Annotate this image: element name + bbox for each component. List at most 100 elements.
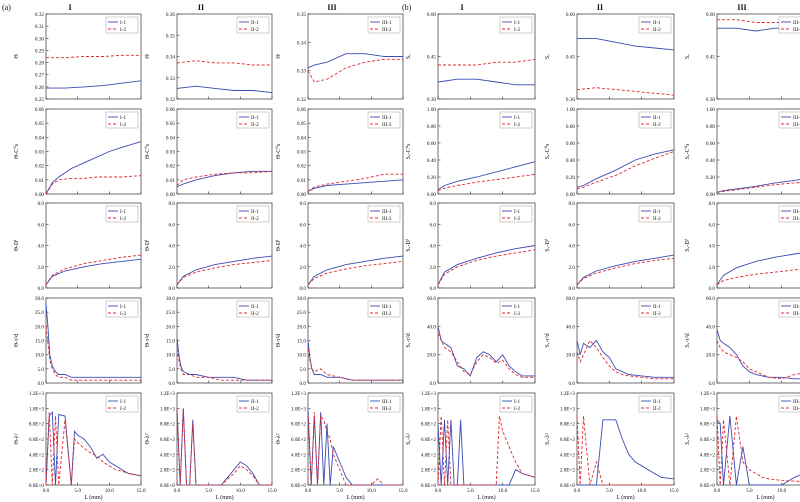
plot-a-r4-c1-legend-label-2: II-2 [251, 406, 259, 412]
plot-a-r4-c1-ytick-label: 6.0E+2 [160, 437, 176, 443]
plot-b-r4-c1-xlabel: L (mm) [616, 494, 634, 501]
plot-a-r3-c2-ytick-label: 25.0 [297, 310, 306, 316]
plot-a-r3-c1-ytick-label: 20.0 [166, 324, 175, 330]
plot-a-r2-c1-legend-label-2: II-2 [251, 216, 259, 222]
plot-a-r1-c1-ytick-label: 0.02 [166, 164, 175, 170]
plot-a-r3-c1-ytick-label: 15.0 [166, 339, 175, 345]
plot-b-r3-c1-ytick-label: 0.0 [569, 381, 576, 387]
plot-a-r4-c0-xtick-label: 5.0 [74, 488, 81, 494]
plot-b-r4-c0-legend-label-1: I-1 [514, 399, 520, 405]
plot-a-r1-c2-ytick-label: 0.00 [297, 192, 306, 198]
plot-b-r2-c2-legend-label-2: III-2 [793, 216, 800, 222]
plot-b-r3-c2-ytick-label: 60.0 [706, 296, 715, 302]
plot-b-r2-c2-ylabel: Sᵥ-Dⁱ [683, 239, 691, 252]
plot-a-r0-c1-series-2 [176, 60, 272, 66]
plot-b-r0-c2-ytick-label: 0.60 [706, 12, 715, 18]
plot-b-r0-c0-legend-label-1: I-1 [514, 20, 520, 26]
plot-a-r3-c0-series-1 [45, 303, 141, 378]
plot-a-r2-c2-frame [307, 202, 404, 289]
plot-a-r4-c1-ytick-label: 4.0E+2 [160, 452, 176, 458]
plot-a-r1-c0-legend-label-2: I-2 [120, 122, 126, 128]
plot-a-r1-c1-ylabel: Θ-C⁰s [144, 143, 151, 159]
plot-b-r1-c1: 0.00 0.20 0.40 0.60 0.80 1.00 Sᵥ-C⁰s II-1II-2 [544, 107, 675, 198]
plot-b-r2-c1-legend-label-1: II-1 [653, 209, 661, 215]
plot-b-r3-c2-series-1 [716, 329, 800, 380]
plot-a-r0-c1-ytick-label: 0.35 [166, 33, 175, 39]
plot-b-r3-c1-ylabel: Sᵥ-τ²d [545, 333, 551, 347]
plot-b-r2-c0-series-1 [437, 245, 536, 286]
plot-b-r3-c0-ytick-label: 60.0 [427, 296, 436, 302]
plot-a-r2-c0-series-2 [45, 254, 142, 286]
plot-b-r4-c2-xtick-label: 5.0 [746, 488, 753, 494]
plot-b-r4-c1-xtick-label: 0.0 [574, 488, 581, 494]
plot-a-r1-c0-ytick-label: 0.05 [35, 121, 44, 127]
plot-b-r2-c0-legend-label-2: I-2 [514, 216, 520, 222]
plot-b-r2-c2-ytick-label: 8.0 [709, 201, 716, 207]
plot-b-r3-c1-legend-label-2: II-2 [653, 311, 661, 317]
plot-a-r3-c0-ytick-label: 0.0 [38, 381, 45, 387]
plot-a-r3-c0-ytick-label: 5.0 [38, 367, 45, 373]
plot-b-r0-c1-ytick-label: 0.60 [566, 12, 575, 18]
plot-a-r0-c2-ylabel: Θ [276, 54, 282, 59]
plot-a-r0-c0-ytick-label: 0.31 [35, 24, 44, 30]
plot-a-r1-c1-ytick-label: 0.05 [166, 121, 175, 127]
plot-a-r3-c2-ytick-label: 30.0 [297, 296, 306, 302]
plot-a-r4-c1-ytick-label: 1.2E+3 [160, 391, 176, 397]
plot-b-r2-c2-legend-label-1: III-1 [793, 209, 800, 215]
panel-label-b: (b) [402, 3, 412, 12]
plot-a-r0-c1-ytick-label: 0.34 [166, 55, 175, 61]
plot-b-r2-c1-ytick-label: 0.0 [569, 286, 576, 292]
plot-a-r3-c1-ytick-label: 0.0 [169, 381, 176, 387]
plot-b-r4-c2-ytick-label: 1.0E+3 [700, 406, 716, 412]
plot-a-r4-c1-ytick-label: 1.0E+3 [160, 406, 176, 412]
plot-b-r4-c0: 0.0E+0 2.0E+2 4.0E+2 6.0E+2 8.0E+2 1.0E+3 1.2E… [406, 391, 540, 501]
plot-a-r0-c0-ytick-label: 0.27 [35, 73, 44, 79]
plot-a-r0-c2-series-1 [307, 53, 403, 69]
plot-a-r4-c1-ylabel: Θ-λ² [145, 433, 151, 444]
plot-a-r4-c0-legend-label-2: I-2 [120, 406, 126, 412]
plot-b-r1-c1-ylabel: Sᵥ-C⁰s [544, 143, 551, 160]
plot-b-r4-c0-xlabel: L (mm) [477, 494, 495, 501]
plot-a-r3-c0-series-2 [45, 326, 141, 381]
plot-b-r1-c1-ytick-label: 0.00 [566, 192, 575, 198]
plot-b-r4-c0-ytick-label: 1.2E+3 [421, 391, 437, 397]
plot-b-r4-c0-ylabel: Sᵥ-λ² [406, 433, 412, 445]
plot-b-r1-c0-ytick-label: 0.60 [427, 141, 436, 147]
plot-b-r1-c0-ytick-label: 0.00 [427, 192, 436, 198]
plot-b-r3-c0-ytick-label: 0.0 [430, 381, 437, 387]
plot-a-r1-c0-ytick-label: 0.00 [35, 192, 44, 198]
plot-a-r1-c2-legend-label-2: III-2 [382, 122, 392, 128]
plot-b-r3-c1: 0.0 20.0 40.0 60.0 Sᵥ-τ²d II-1II-2 [545, 296, 675, 387]
plot-a-r0-c1-legend-label-1: II-1 [251, 20, 259, 26]
plot-b-r2-c0: 0.0 2.0 4.0 6.0 8.0 Sᵥ-Dⁱ I-1I-2 [404, 201, 536, 292]
plot-b-r1-c2-ytick-label: 0.40 [706, 158, 715, 164]
plot-b-r2-c1-ytick-label: 6.0 [569, 222, 576, 228]
plot-b-r0-c0-ytick-label: 0.45 [427, 55, 436, 61]
plot-a-r4-c2-ytick-label: 8.0E+2 [291, 422, 307, 428]
plot-a-r2-c0-ylabel: Θ-Dⁱ [12, 240, 20, 252]
plot-b-r2-c0-ytick-label: 6.0 [430, 222, 437, 228]
plot-a-r1-c0-ytick-label: 0.02 [35, 164, 44, 170]
column-header-a-2: II [198, 3, 204, 12]
plot-a-r4-c0-legend-label-1: I-1 [120, 399, 126, 405]
plot-a-r4-c2-ytick-label: 0.0E+0 [291, 483, 307, 489]
plot-b-r0-c0-series-2 [438, 58, 536, 66]
plot-b-r2-c1-ylabel: Sᵥ-Dⁱ [543, 239, 551, 252]
plot-a-r1-c2: 0.00 0.01 0.02 0.03 0.04 0.05 0.06 Θ-C⁰s III-1II… [275, 107, 404, 198]
plot-b-r2-c0-ytick-label: 4.0 [430, 244, 437, 250]
plot-b-r1-c0-series-1 [437, 161, 536, 191]
plot-a-r2-c1: 0.0 2.0 4.0 6.0 8.0 Θ-Dⁱ II-1II-2 [143, 201, 273, 292]
plot-a-r3-c1-ytick-label: 10.0 [166, 353, 175, 359]
column-header-b-2: II [597, 3, 603, 12]
plot-b-r4-c1-ytick-label: 8.0E+2 [560, 422, 576, 428]
column-header-b-1: I [460, 3, 463, 12]
plot-b-r0-c2-legend-label-2: III-2 [793, 27, 800, 33]
plot-a-r4-c1: 0.0E+0 2.0E+2 4.0E+2 6.0E+2 8.0E+2 1.0E+3 1.2E… [145, 391, 277, 501]
plot-b-r0-c1-legend-label-1: II-1 [653, 20, 661, 26]
plot-a-r4-c2-xtick-label: 5.0 [336, 488, 343, 494]
plot-a-r4-c0-ylabel: Θ-λ² [14, 433, 20, 444]
plot-b-r3-c0: 0.0 20.0 40.0 60.0 Sᵥ-τ²d I-1I-2 [406, 296, 536, 387]
plot-a-r1-c1: 0.00 0.01 0.02 0.03 0.04 0.05 0.06 Θ-C⁰s II-1II-… [144, 107, 273, 198]
